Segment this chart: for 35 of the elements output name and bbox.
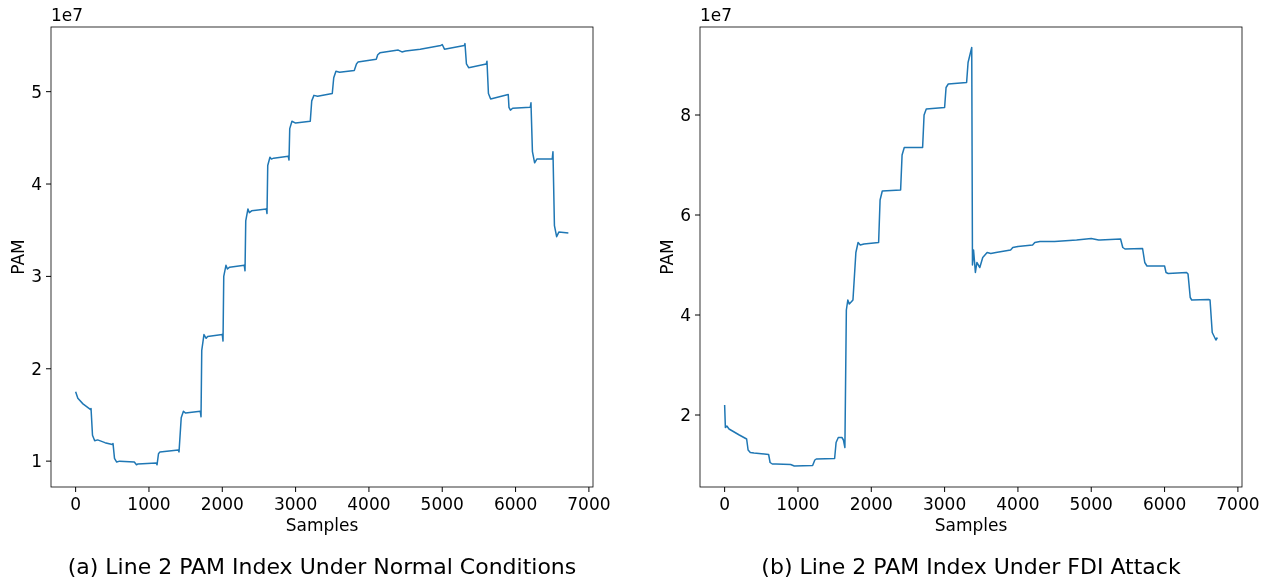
x-tick-label: 2000 <box>849 494 893 514</box>
line-series <box>74 42 570 466</box>
x-axis-title: Samples <box>934 515 1008 535</box>
x-tick-label: 6000 <box>1142 494 1187 514</box>
y-tick-label: 6 <box>680 205 691 225</box>
text: 1e7 <box>51 5 84 25</box>
x-tick-label: 7000 <box>567 494 611 514</box>
x-tick-label: 4000 <box>996 494 1040 514</box>
x-tick-label: 4000 <box>347 494 391 514</box>
x-tick-label: 7000 <box>1216 494 1260 514</box>
x-tick-label: 3000 <box>273 494 318 514</box>
x-tick-label: 1000 <box>776 494 820 514</box>
y-tick-label: 4 <box>31 174 42 195</box>
x-tick-label: 3000 <box>922 494 967 514</box>
y-axis-title: PAM <box>8 239 28 275</box>
x-tick-label: 5000 <box>1069 494 1113 514</box>
y-tick-label: 3 <box>31 266 42 287</box>
x-tick-label: 1000 <box>127 494 171 514</box>
y-tick-label: 5 <box>31 81 42 102</box>
y-tick-label: 1 <box>31 451 42 472</box>
y-tick-label: 2 <box>31 358 42 379</box>
x-tick-label: 6000 <box>493 494 538 514</box>
y-tick-label: 2 <box>680 405 691 425</box>
y-tick-label: 4 <box>680 305 691 325</box>
x-tick-label: 2000 <box>200 494 244 514</box>
text: (a) Line 2 PAM Index Under Normal Conditions <box>67 554 577 579</box>
line-series <box>723 46 1219 467</box>
x-axis-title: Samples <box>285 515 359 535</box>
y-axis-title: PAM <box>657 239 677 275</box>
text: 1e7 <box>700 5 733 25</box>
x-tick-label: 0 <box>719 494 731 514</box>
y-tick-label: 8 <box>680 105 691 125</box>
text: (b) Line 2 PAM Index Under FDI Attack <box>761 554 1181 579</box>
x-tick-label: 0 <box>70 494 82 514</box>
x-tick-label: 5000 <box>420 494 464 514</box>
